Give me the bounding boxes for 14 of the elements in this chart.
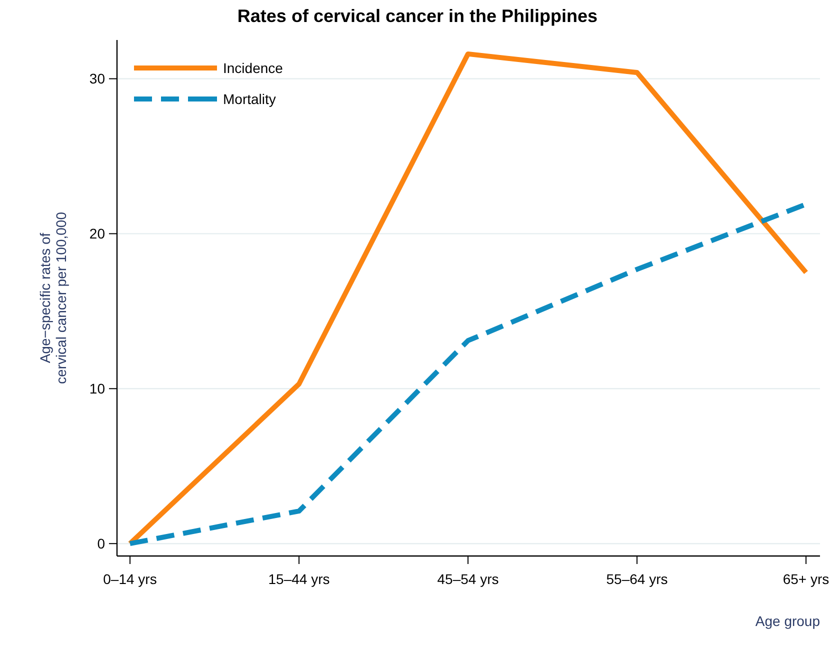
x-tick-label: 0–14 yrs — [103, 571, 157, 587]
x-tick-label: 65+ yrs — [782, 571, 830, 587]
x-tick-label: 15–44 yrs — [268, 571, 330, 587]
x-tick-label: 45–54 yrs — [437, 571, 499, 587]
y-axis-title: Age−specific rates of cervical cancer per 100,000 — [37, 212, 69, 384]
y-tick-label: 20 — [89, 226, 106, 242]
chart-title: Rates of cervical cancer in the Philippines — [237, 6, 598, 26]
y-tick-label: 30 — [89, 70, 106, 87]
y-tick-label: 0 — [97, 536, 106, 552]
x-tick-label: 55–64 yrs — [606, 571, 668, 587]
y-tick-label: 10 — [89, 380, 106, 397]
legend-label: Incidence — [223, 60, 284, 76]
legend-label: Mortality — [223, 91, 276, 107]
x-axis-title: Age group — [755, 613, 820, 629]
